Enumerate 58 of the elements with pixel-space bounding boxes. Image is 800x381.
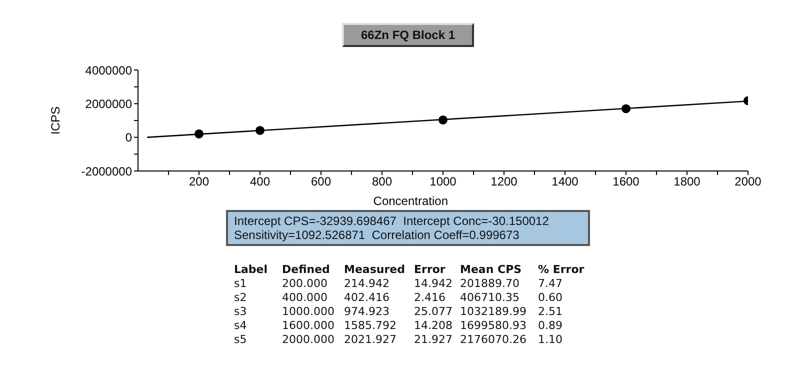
x-tick-label: 1800 bbox=[674, 174, 701, 189]
x-tick-label: 200 bbox=[188, 174, 210, 189]
point bbox=[438, 115, 448, 124]
x-tick-label: 400 bbox=[250, 174, 270, 189]
text: 1032189.99 bbox=[460, 305, 526, 318]
text: 1585.792 bbox=[344, 319, 396, 332]
text: 2000.000 bbox=[282, 333, 334, 346]
text: Defined bbox=[282, 263, 330, 276]
text: Error bbox=[414, 263, 446, 276]
text: s2 bbox=[234, 291, 247, 304]
y-tick-label: 2000000 bbox=[85, 96, 132, 111]
x-tick-label: 1200 bbox=[490, 174, 518, 189]
y-tick-label: 0 bbox=[125, 130, 132, 145]
text: 2021.927 bbox=[344, 333, 396, 346]
text: 200.000 bbox=[282, 277, 328, 290]
text: s3 bbox=[234, 305, 247, 318]
x-tick-label: 600 bbox=[310, 174, 332, 189]
y-axis-title: ICPS bbox=[48, 106, 62, 135]
point bbox=[621, 104, 631, 114]
text: s5 bbox=[234, 333, 247, 346]
text: 1000.000 bbox=[282, 305, 334, 318]
text: Label bbox=[234, 263, 268, 276]
chart-title: 66Zn FQ Block 1 bbox=[342, 23, 474, 47]
point bbox=[255, 126, 265, 135]
text: Mean CPS bbox=[460, 263, 522, 276]
y-tick-label: -2000000 bbox=[81, 164, 132, 178]
text: 25.077 bbox=[414, 305, 452, 318]
text: 2.416 bbox=[414, 291, 446, 304]
text: 974.923 bbox=[344, 305, 390, 318]
text: 0.60 bbox=[538, 291, 562, 304]
text: 1.10 bbox=[538, 333, 562, 346]
text: 7.47 bbox=[538, 277, 562, 290]
y-tick-label: 4000000 bbox=[85, 63, 132, 78]
text: 201889.70 bbox=[460, 277, 520, 290]
text: 402.416 bbox=[344, 291, 390, 304]
x-tick-label: 1000 bbox=[430, 174, 457, 189]
text: 406710.35 bbox=[460, 291, 520, 304]
x-tick-label: 1400 bbox=[552, 174, 579, 189]
point bbox=[194, 129, 204, 138]
text: 2.51 bbox=[538, 305, 562, 318]
text: 2176070.26 bbox=[460, 333, 526, 346]
text: 1699580.93 bbox=[460, 319, 526, 332]
x-tick-label: 1600 bbox=[612, 174, 640, 189]
x-tick-label: 800 bbox=[372, 174, 392, 189]
text: 0.89 bbox=[538, 319, 562, 332]
text: s1 bbox=[234, 277, 247, 290]
text: 14.942 bbox=[414, 277, 452, 290]
statistics-box: Intercept CPS=-32939.698467 Intercept Conc=-30.150012 Sensitivity=1092.526871 Correlation Coeff=0.999673 bbox=[226, 210, 590, 246]
text: s4 bbox=[234, 319, 247, 332]
text: 21.927 bbox=[414, 333, 452, 346]
text: 1600.000 bbox=[282, 319, 334, 332]
x-tick-label: 2000 bbox=[734, 174, 762, 189]
text: 400.000 bbox=[282, 291, 328, 304]
x-axis-title: Concentration bbox=[373, 194, 448, 208]
text: 14.208 bbox=[414, 319, 452, 332]
text: Measured bbox=[344, 263, 405, 276]
text: 214.942 bbox=[344, 277, 390, 290]
text: % Error bbox=[538, 263, 584, 276]
